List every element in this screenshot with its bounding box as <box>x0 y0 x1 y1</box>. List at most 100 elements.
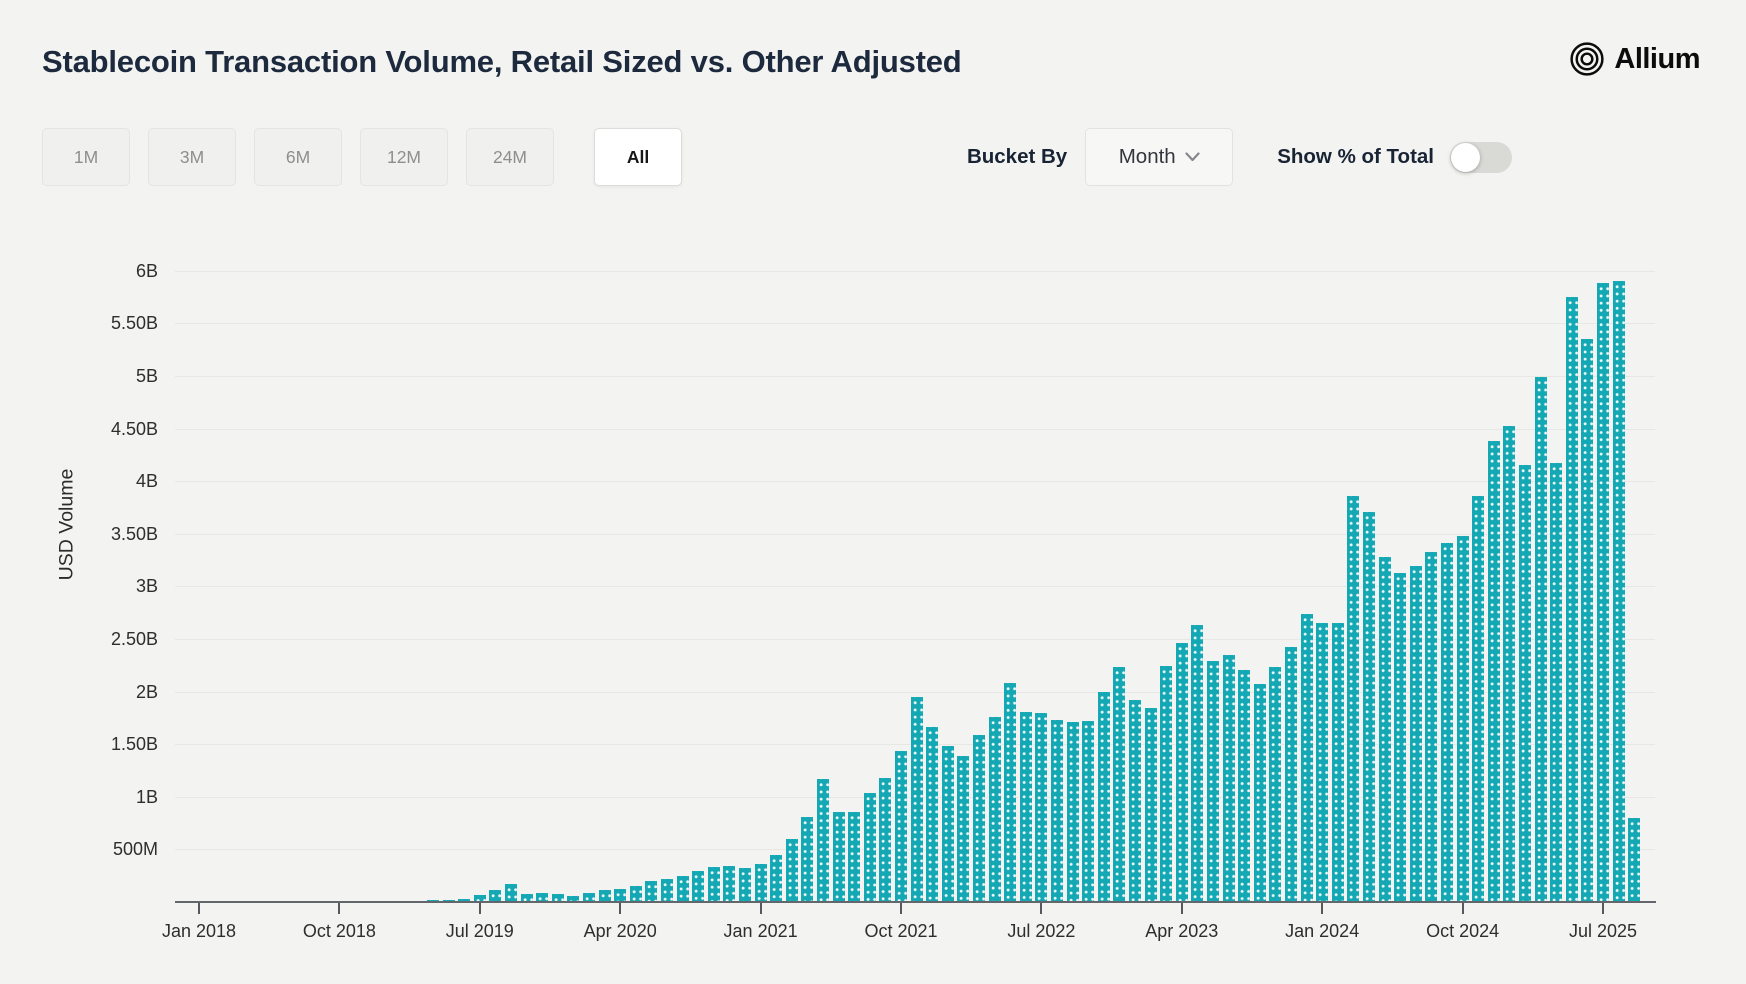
bar[interactable] <box>1082 721 1095 902</box>
bar[interactable] <box>879 777 892 902</box>
bar[interactable] <box>1097 691 1110 902</box>
bar[interactable] <box>941 746 954 902</box>
bar[interactable] <box>536 892 549 902</box>
bar[interactable] <box>1363 511 1375 902</box>
bar[interactable] <box>629 886 642 902</box>
bar[interactable] <box>1238 669 1251 902</box>
bar[interactable] <box>1129 700 1141 902</box>
bar[interactable] <box>1253 684 1266 902</box>
bar[interactable] <box>1191 625 1204 902</box>
bar[interactable] <box>551 893 564 902</box>
bar[interactable] <box>1425 551 1438 902</box>
bar[interactable] <box>598 890 611 902</box>
bar[interactable] <box>1487 441 1500 902</box>
bar[interactable] <box>863 792 876 902</box>
bar[interactable] <box>1394 572 1407 902</box>
gridline <box>175 639 1655 640</box>
range-button-6m[interactable]: 6M <box>254 128 342 186</box>
bar[interactable] <box>645 880 658 902</box>
bar[interactable] <box>1160 666 1173 902</box>
bar[interactable] <box>707 867 720 902</box>
y-axis-label: 2B <box>135 681 158 702</box>
gridline <box>175 376 1655 377</box>
bar[interactable] <box>1441 543 1453 902</box>
bar[interactable] <box>676 875 689 902</box>
bar[interactable] <box>1378 556 1391 902</box>
bar[interactable] <box>1581 339 1594 902</box>
bar[interactable] <box>1534 377 1547 902</box>
y-axis-label: 5B <box>135 366 158 386</box>
x-axis-label: Oct 2021 <box>864 921 938 941</box>
bar[interactable] <box>583 892 595 902</box>
bar[interactable] <box>910 696 923 902</box>
bar[interactable] <box>1472 495 1485 902</box>
bar[interactable] <box>895 750 907 902</box>
bar[interactable] <box>489 890 502 902</box>
bar[interactable] <box>1565 297 1578 902</box>
y-axis-label: 3B <box>135 576 158 597</box>
bar[interactable] <box>1409 566 1422 902</box>
bar[interactable] <box>1066 722 1079 902</box>
bar[interactable] <box>1300 613 1313 902</box>
x-axis-tick <box>1180 903 1183 914</box>
bar[interactable] <box>1207 661 1219 902</box>
bar[interactable] <box>1144 708 1157 902</box>
bar[interactable] <box>661 878 673 902</box>
bar[interactable] <box>1269 667 1282 902</box>
bar[interactable] <box>505 884 517 902</box>
bar[interactable] <box>1035 712 1048 902</box>
bar[interactable] <box>957 755 970 902</box>
y-axis-label: 3.50B <box>110 523 158 544</box>
bar[interactable] <box>1051 720 1063 902</box>
range-button-1m[interactable]: 1M <box>42 128 130 186</box>
bar[interactable] <box>1019 711 1032 902</box>
bar[interactable] <box>473 894 486 902</box>
y-axis-label: 5.50B <box>110 313 158 334</box>
bucket-by-dropdown[interactable]: Month <box>1085 128 1234 186</box>
bar[interactable] <box>1456 535 1469 902</box>
bar[interactable] <box>770 854 783 902</box>
bar[interactable] <box>442 899 455 902</box>
bar[interactable] <box>1113 667 1126 902</box>
bar[interactable] <box>723 866 736 902</box>
bar[interactable] <box>1503 426 1516 902</box>
bar[interactable] <box>1285 647 1297 902</box>
bar[interactable] <box>785 838 798 902</box>
range-button-all[interactable]: All <box>594 128 682 186</box>
bar[interactable] <box>1519 465 1531 902</box>
bar[interactable] <box>739 868 751 902</box>
bar[interactable] <box>1347 495 1360 902</box>
bar[interactable] <box>692 871 705 902</box>
range-button-24m[interactable]: 24M <box>466 128 554 186</box>
x-axis-label: Jul 2025 <box>1568 921 1638 941</box>
bar[interactable] <box>520 893 533 902</box>
bar[interactable] <box>458 898 471 902</box>
bar[interactable] <box>926 727 939 902</box>
bar[interactable] <box>1316 623 1329 902</box>
bar[interactable] <box>1550 463 1563 902</box>
bar[interactable] <box>754 864 767 902</box>
gridline <box>175 481 1655 483</box>
bar[interactable] <box>832 811 845 902</box>
bar[interactable] <box>1175 643 1188 902</box>
bucket-by-value: Month <box>1118 145 1176 168</box>
bar[interactable] <box>801 816 814 902</box>
bar[interactable] <box>973 734 985 902</box>
y-axis-label: 1.50B <box>110 734 158 755</box>
range-button-3m[interactable]: 3M <box>148 128 236 186</box>
bar[interactable] <box>988 716 1001 902</box>
bar[interactable] <box>817 778 829 902</box>
bar[interactable] <box>1004 683 1017 902</box>
x-axis-tick <box>338 903 341 914</box>
range-button-12m[interactable]: 12M <box>360 128 448 186</box>
bar[interactable] <box>567 895 580 902</box>
bar[interactable] <box>848 811 861 902</box>
x-axis-label: Apr 2020 <box>583 921 657 941</box>
bar[interactable] <box>1612 281 1625 902</box>
bar[interactable] <box>1597 283 1609 902</box>
bar[interactable] <box>1222 654 1235 902</box>
show-percent-toggle[interactable] <box>1450 141 1512 173</box>
bar[interactable] <box>1628 817 1641 902</box>
bar[interactable] <box>1331 623 1344 902</box>
bar[interactable] <box>614 889 627 902</box>
